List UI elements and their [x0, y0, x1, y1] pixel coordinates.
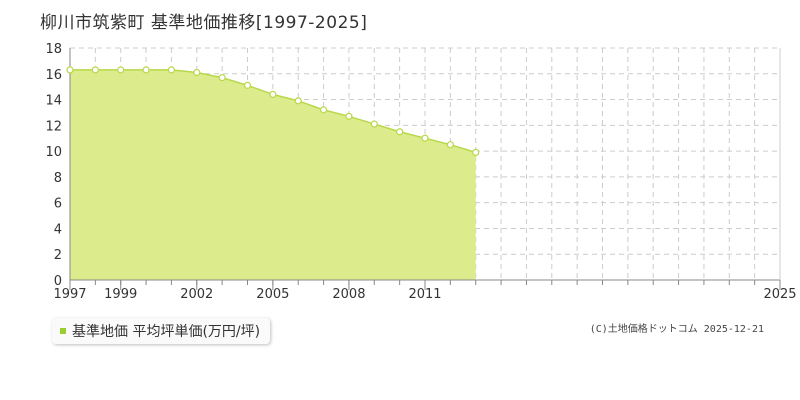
x-tick-label: 2008: [332, 287, 365, 302]
data-point: [117, 66, 125, 74]
area-fill: [70, 69, 476, 281]
axes: [69, 48, 781, 290]
data-point: [345, 112, 353, 120]
data-point: [396, 128, 404, 136]
data-point: [421, 134, 429, 142]
x-tick-label: 2025: [763, 287, 796, 302]
y-tick-label: 0: [54, 274, 62, 289]
legend-label: 基準地価 平均坪単価(万円/坪): [72, 324, 261, 340]
data-point: [370, 120, 378, 128]
data-point: [142, 66, 150, 74]
x-tick-label: 2005: [256, 287, 289, 302]
data-point: [243, 81, 252, 89]
y-tick-label: 10: [45, 145, 62, 160]
y-tick-label: 16: [45, 68, 62, 83]
data-point: [66, 66, 74, 74]
data-point: [319, 106, 328, 114]
data-point: [218, 74, 226, 82]
data-point: [294, 97, 302, 105]
y-tick-label: 6: [54, 197, 62, 212]
data-point: [446, 141, 454, 149]
area-series: [70, 69, 476, 281]
data-point: [91, 66, 99, 74]
y-tick-label: 8: [54, 171, 62, 186]
x-tick-label: 2011: [408, 287, 441, 302]
data-point: [269, 90, 277, 99]
x-tick-label: 1999: [104, 287, 137, 302]
y-tick-label: 4: [54, 222, 62, 237]
tick-labels: 0 2 4 6 8 10 12 14 16 18 1997 1999 2002 2005 2008 2011 2…: [45, 42, 796, 302]
y-tick-label: 2: [54, 248, 62, 263]
data-point: [472, 148, 480, 156]
legend-swatch: [60, 328, 66, 334]
y-tick-label: 18: [45, 42, 62, 57]
y-tick-label: 14: [45, 94, 62, 109]
x-tick-label: 2002: [180, 287, 213, 302]
data-points: [66, 66, 480, 156]
legend: 基準地価 平均坪単価(万円/坪): [52, 318, 271, 344]
chart-title: 柳川市筑紫町 基準地価推移[1997-2025]: [40, 13, 368, 33]
data-point: [193, 68, 201, 77]
x-tick-label: 1997: [53, 287, 86, 302]
data-point: [167, 66, 176, 74]
credit-text: (C)土地価格ドットコム 2025-12-21: [589, 324, 764, 335]
y-tick-label: 12: [45, 119, 62, 134]
